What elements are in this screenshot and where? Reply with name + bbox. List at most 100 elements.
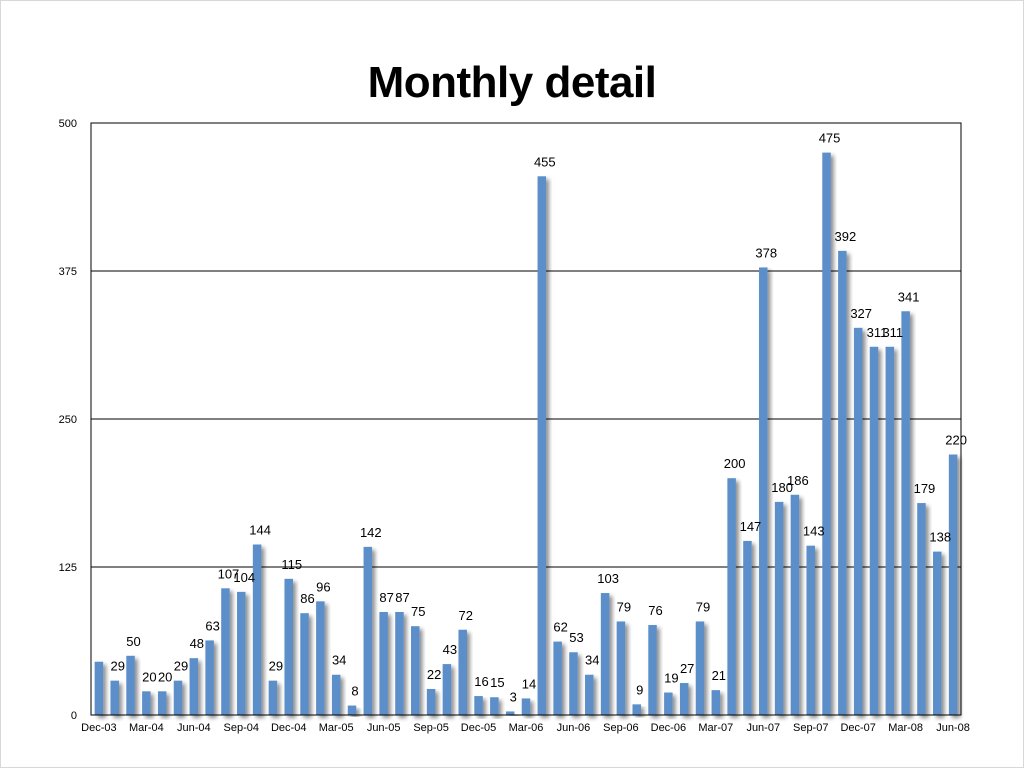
data-label: 75 (411, 604, 425, 619)
bar-Apr-08 (917, 503, 926, 715)
bar-Mar-06 (521, 698, 531, 715)
y-tick-label: 125 (59, 562, 77, 574)
data-label: 87 (395, 590, 409, 605)
x-tick-label: Mar-04 (129, 722, 164, 734)
bar-Jun-08 (948, 454, 958, 715)
data-label: 143 (803, 524, 825, 539)
data-label: 34 (332, 653, 346, 668)
data-label: 19 (664, 671, 678, 686)
data-label: 62 (553, 620, 567, 635)
x-tick-label: Dec-05 (461, 722, 496, 734)
data-label: 8 (351, 684, 358, 699)
bar-Oct-06 (632, 704, 641, 715)
x-tick-label: Mar-08 (888, 722, 923, 734)
data-label: 311 (867, 325, 888, 340)
data-label: 220 (945, 433, 967, 448)
data-label: 20 (158, 669, 172, 684)
bar-Feb-04 (126, 655, 135, 715)
bar-Dec-06 (664, 692, 673, 715)
data-label: 103 (597, 571, 619, 586)
data-label: 186 (787, 473, 809, 488)
data-label: 50 (126, 634, 140, 649)
y-tick-label: 500 (59, 118, 77, 130)
bar-Aug-06 (600, 593, 610, 715)
bar-Aug-04 (221, 588, 230, 715)
bar-Jun-06 (569, 652, 578, 715)
data-label: 34 (585, 653, 599, 668)
bar-Mar-04 (142, 691, 151, 715)
data-label: 21 (712, 668, 726, 683)
data-label: 115 (281, 557, 302, 572)
x-tick-label: Jun-04 (177, 722, 211, 734)
data-label: 455 (534, 154, 556, 169)
bar-Dec-03 (94, 661, 104, 715)
data-label: 14 (522, 676, 536, 691)
x-tick-label: Jun-06 (557, 722, 591, 734)
data-label: 180 (771, 480, 793, 495)
data-label: 87 (379, 590, 393, 605)
bar-Jun-05 (379, 611, 388, 715)
bar-Jan-06 (490, 697, 499, 715)
x-tick-label: Dec-03 (81, 722, 116, 734)
bar-Jan-05 (300, 613, 309, 715)
bar-Oct-04 (252, 544, 262, 715)
data-label: 138 (929, 530, 951, 545)
bar-Nov-07 (838, 250, 847, 715)
bar-Sep-05 (426, 688, 436, 715)
data-label: 378 (755, 245, 777, 260)
bar-Jun-04 (189, 658, 199, 715)
data-label: 3 (510, 689, 517, 704)
data-label: 29 (269, 659, 283, 674)
data-label: 76 (648, 603, 662, 618)
x-tick-label: Sep-07 (793, 722, 828, 734)
x-tick-label: Dec-06 (651, 722, 686, 734)
data-label: 144 (249, 523, 271, 538)
x-tick-label: Dec-04 (271, 722, 306, 734)
x-tick-label: Sep-04 (224, 722, 259, 734)
data-label: 72 (458, 608, 472, 623)
bar-Jul-05 (395, 611, 404, 715)
data-label: 16 (474, 674, 488, 689)
data-label: 179 (914, 481, 936, 496)
bar-Mar-08 (901, 311, 910, 715)
gridlines (91, 270, 961, 568)
bars (94, 152, 958, 716)
data-label: 475 (819, 131, 841, 146)
x-tick-label: Jun-07 (746, 722, 780, 734)
bar-Sep-04 (237, 591, 246, 715)
bar-May-06 (553, 641, 562, 715)
bar-May-05 (363, 546, 373, 715)
data-label: 15 (490, 675, 504, 690)
data-label: 104 (233, 570, 255, 585)
data-label: 96 (316, 579, 330, 594)
bar-Jan-07 (679, 683, 689, 715)
data-label: 22 (427, 667, 441, 682)
chart-title: Monthly detail (367, 58, 657, 107)
bar-Nov-06 (648, 625, 657, 715)
y-tick-label: 250 (59, 414, 77, 426)
data-label: 341 (898, 289, 920, 304)
data-label: 327 (850, 306, 872, 321)
bar-Oct-07 (822, 152, 831, 716)
bar-Apr-07 (727, 478, 736, 715)
bar-Jan-08 (869, 346, 879, 715)
bar-Jul-07 (774, 501, 784, 715)
data-label: 43 (443, 642, 457, 657)
x-tick-label: Mar-06 (509, 722, 544, 734)
data-label: 86 (300, 591, 314, 606)
bar-Nov-05 (458, 629, 467, 715)
x-tick-label: Dec-07 (840, 722, 875, 734)
bar-Dec-07 (853, 327, 863, 715)
bar-Feb-05 (316, 601, 325, 715)
data-label: 53 (569, 630, 583, 645)
x-tick-label: Sep-05 (413, 722, 448, 734)
bar-Sep-06 (616, 621, 626, 715)
y-tick-label: 0 (71, 710, 77, 722)
data-label: 200 (724, 456, 746, 471)
data-label: 48 (190, 636, 204, 651)
bar-Mar-07 (711, 690, 721, 715)
bar-Jul-06 (585, 674, 594, 715)
